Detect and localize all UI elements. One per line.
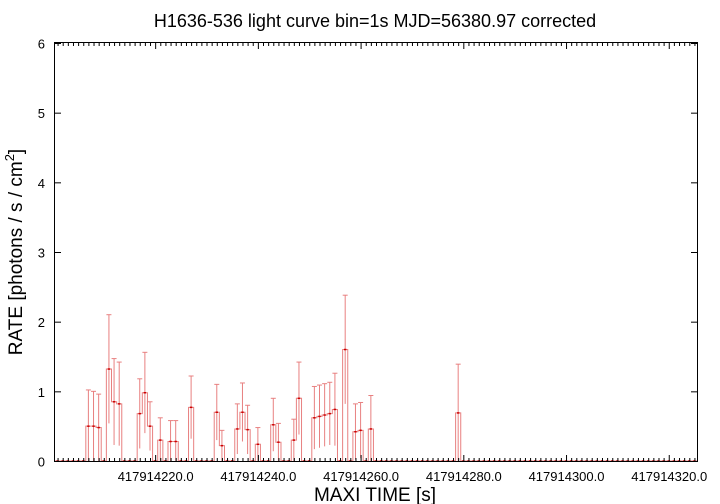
- x-tick-label: 417914300.0: [529, 469, 605, 484]
- y-tick-label: 5: [38, 106, 45, 121]
- y-axis-title-main: RATE [photons / s / cm: [6, 161, 27, 355]
- y-axis-title: RATE [photons / s / cm2]: [2, 149, 27, 355]
- x-tick-label: 417914280.0: [426, 469, 502, 484]
- plot-frame: [54, 42, 698, 462]
- y-tick-label: 2: [38, 315, 45, 330]
- y-axis-title-superscript: 2: [2, 154, 17, 161]
- data-layer: [55, 294, 697, 462]
- y-tick-label: 4: [38, 176, 45, 191]
- x-tick-label: 417914260.0: [323, 469, 399, 484]
- x-tick-label: 417914320.0: [631, 469, 707, 484]
- x-axis-title: MAXI TIME [s]: [314, 485, 436, 504]
- y-tick-label: 0: [38, 455, 45, 470]
- chart-title: H1636-536 light curve bin=1s MJD=56380.9…: [154, 11, 596, 31]
- x-tick-label: 417914220.0: [118, 469, 194, 484]
- x-tick-label: 417914240.0: [220, 469, 296, 484]
- y-tick-label: 6: [38, 37, 45, 52]
- y-tick-label: 3: [38, 246, 45, 261]
- y-axis-title-end: ]: [6, 149, 27, 154]
- y-axis: 0 1 2 3 4 5 6: [38, 37, 697, 470]
- x-axis: 417914220.0 417914240.0 417914260.0 4179142…: [57, 43, 707, 484]
- series-step-line: [55, 349, 697, 462]
- y-tick-label: 1: [38, 385, 45, 400]
